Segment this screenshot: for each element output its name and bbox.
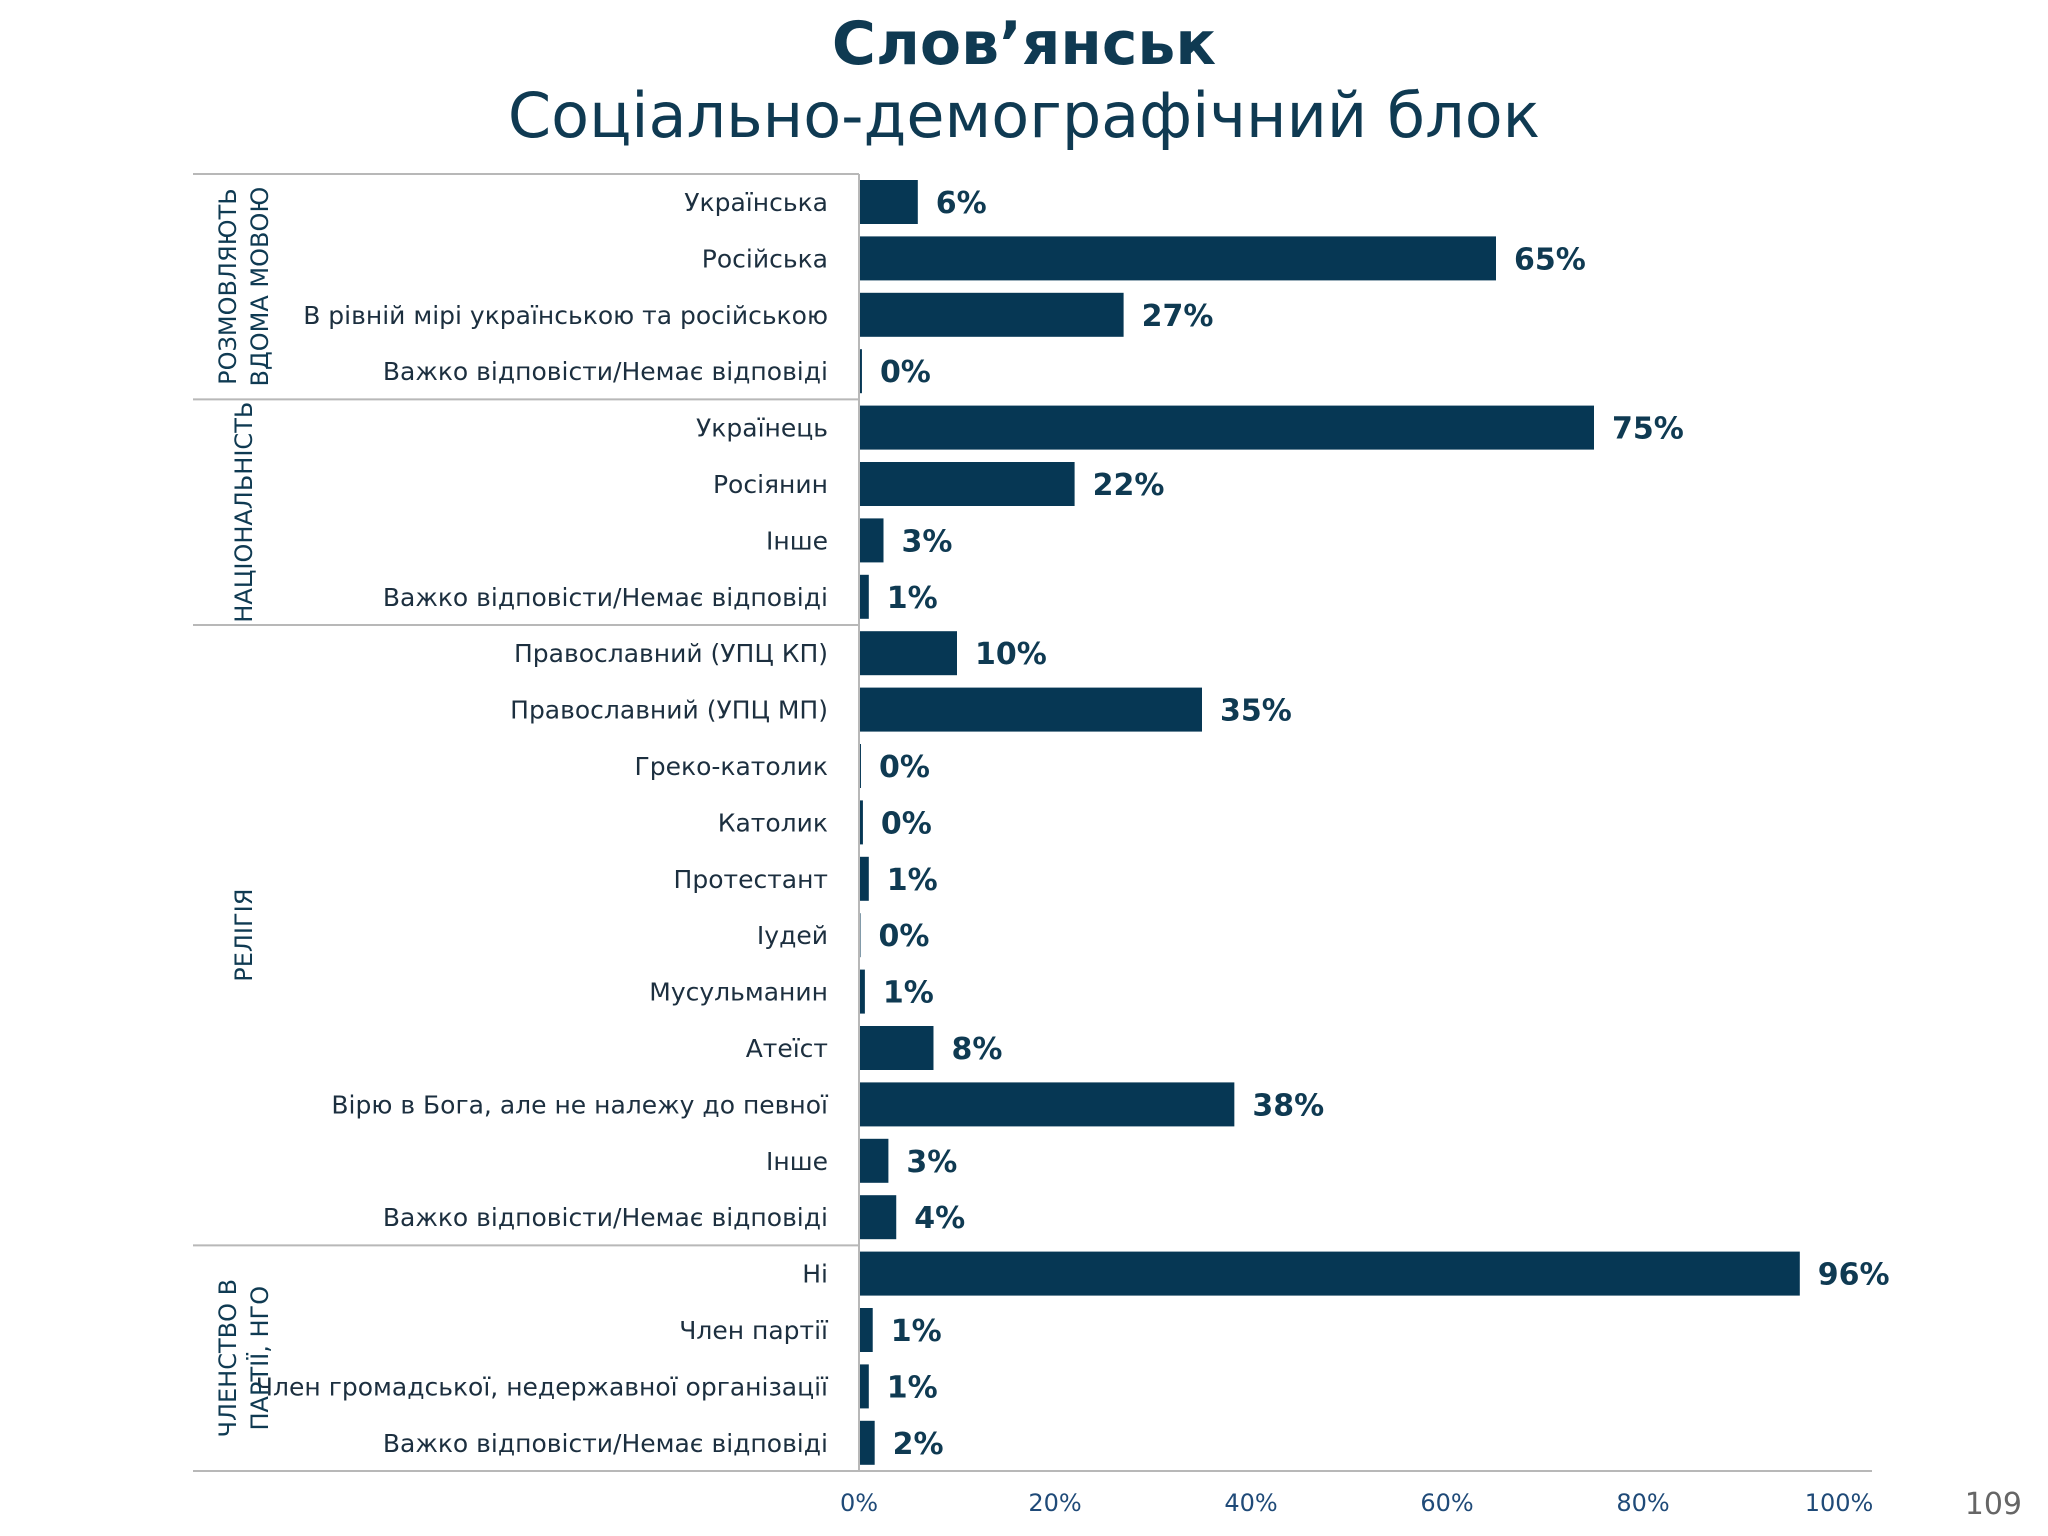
value-label: 2% (893, 1427, 944, 1462)
group-label-line: НАЦІОНАЛЬНІСТЬ (230, 402, 258, 623)
value-label: 75% (1612, 412, 1684, 447)
value-label: 4% (914, 1201, 965, 1236)
category-label: Вірю в Бога, але не належу до певної (331, 1090, 829, 1119)
category-label: Важко відповісти/Немає відповіді (383, 357, 828, 386)
value-label: 35% (1220, 694, 1292, 729)
value-label: 10% (975, 637, 1047, 672)
value-label: 1% (883, 976, 934, 1011)
category-label: Ні (802, 1260, 828, 1289)
value-label: 96% (1818, 1258, 1890, 1293)
value-label: 0% (879, 919, 930, 954)
category-label: Католик (718, 808, 828, 837)
category-label: Інше (766, 526, 828, 555)
category-label: Протестант (674, 865, 828, 894)
bar (859, 1251, 1800, 1296)
page-number: 109 (1965, 1487, 2022, 1522)
category-label: Росіянин (713, 470, 828, 499)
bar (859, 405, 1594, 450)
group-label-line: ПАРТІЇ, НГО (245, 1286, 274, 1431)
value-label: 3% (902, 524, 953, 559)
value-label: 1% (891, 1314, 942, 1349)
group-label-line: РЕЛІГІЯ (230, 889, 258, 982)
category-label: Інше (766, 1147, 828, 1176)
group-label: РОЗМОВЛЯЮТЬ ВДОМА МОВОЮ (214, 187, 274, 387)
group-label: РЕЛІГІЯ (230, 889, 258, 982)
x-tick-label: 0% (840, 1489, 878, 1517)
category-label: Українець (696, 414, 828, 443)
category-label: Член громадської, недержавної організаці… (256, 1372, 829, 1401)
bar (859, 1082, 1235, 1127)
group-label-line: ЧЛЕНСТВО В (214, 1279, 242, 1438)
x-tick-label: 40% (1224, 1489, 1277, 1517)
value-label: 27% (1142, 299, 1214, 334)
bar (859, 518, 884, 563)
category-label: Українська (684, 188, 828, 217)
bar (859, 1026, 934, 1070)
category-label: Іудей (757, 921, 828, 950)
x-tick-label: 20% (1028, 1489, 1081, 1517)
value-label: 3% (906, 1145, 957, 1180)
x-tick-label: 100% (1805, 1489, 1874, 1517)
bar (859, 1138, 889, 1183)
group-label-line: РОЗМОВЛЯЮТЬ (214, 188, 242, 385)
category-label: В рівній мірі українською та російською (303, 301, 828, 330)
bar (859, 180, 918, 224)
category-label: Важко відповісти/Немає відповіді (383, 1203, 828, 1232)
bar (859, 631, 957, 676)
category-label: Атеїст (746, 1034, 828, 1063)
bar (859, 236, 1496, 281)
category-label: Важко відповісти/Немає відповіді (383, 1429, 828, 1458)
value-label: 22% (1093, 468, 1165, 503)
category-label: Православний (УПЦ КП) (514, 639, 828, 668)
bar (859, 292, 1124, 337)
title-city: Слов’янськ (831, 9, 1217, 79)
bar (859, 462, 1075, 506)
category-label: Греко-католик (634, 752, 828, 781)
slide-title: Слов’янськ Соціально-демографічний блок (0, 8, 2048, 152)
bar (859, 687, 1202, 732)
bar (859, 856, 869, 901)
bar (859, 574, 869, 619)
value-label: 6% (936, 186, 987, 221)
value-label: 0% (879, 750, 930, 785)
bar (859, 1195, 897, 1240)
value-label: 65% (1514, 242, 1586, 277)
group-label-line: ВДОМА МОВОЮ (246, 187, 274, 387)
title-subtitle: Соціально-демографічний блок (507, 79, 1541, 152)
value-label: 1% (887, 581, 938, 616)
x-tick-label: 60% (1420, 1489, 1473, 1517)
value-label: 0% (880, 355, 931, 390)
value-label: 8% (951, 1032, 1002, 1067)
bar (859, 1364, 869, 1409)
category-label: Російська (702, 244, 828, 273)
category-label: Мусульманин (649, 978, 828, 1007)
bar (859, 1308, 873, 1352)
group-label: ЧЛЕНСТВО В ПАРТІЇ, НГО (214, 1279, 274, 1438)
value-label: 38% (1252, 1088, 1324, 1123)
category-label: Важко відповісти/Немає відповіді (383, 583, 828, 612)
category-label: Член партії (679, 1316, 829, 1345)
bar (859, 969, 865, 1014)
value-label: 1% (887, 1370, 938, 1405)
bar (859, 349, 862, 394)
group-label: НАЦІОНАЛЬНІСТЬ (230, 402, 258, 623)
value-label: 1% (887, 863, 938, 898)
x-tick-label: 80% (1616, 1489, 1669, 1517)
bar (859, 800, 863, 845)
value-label: 0% (881, 806, 932, 841)
bar (859, 1420, 875, 1465)
category-label: Православний (УПЦ МП) (510, 696, 828, 725)
